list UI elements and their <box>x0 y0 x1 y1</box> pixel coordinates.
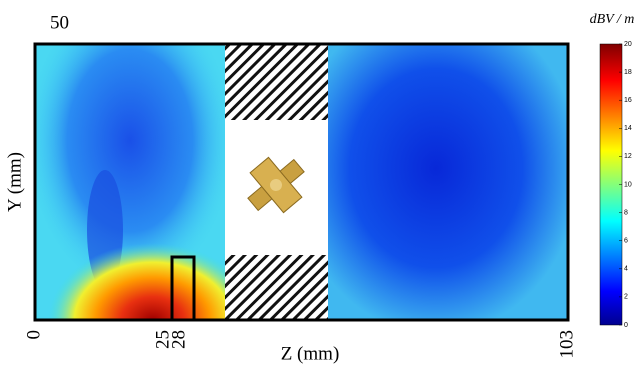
field-right <box>328 44 568 320</box>
x-tick-label: 103 <box>556 330 577 359</box>
connector-icon <box>247 156 305 214</box>
plot-frame <box>33 42 570 322</box>
colorbar <box>599 43 623 326</box>
x-tick-label: 28 <box>168 330 189 349</box>
x-tick-label: 25 <box>153 330 174 349</box>
colorbar-tick-label: 16 <box>624 97 632 104</box>
colorbar-tick-label: 18 <box>624 69 632 76</box>
colorbar-tick-label: 4 <box>624 266 628 273</box>
colorbar-tick-label: 10 <box>624 181 632 188</box>
x-axis-label: Z (mm) <box>281 343 340 364</box>
colorbar-tick-label: 8 <box>624 209 628 216</box>
colorbar-label: dBV / m <box>590 12 635 27</box>
field-left-hot <box>35 180 225 320</box>
colorbar-tick-label: 6 <box>624 238 628 245</box>
y-axis-label: Y (mm) <box>4 152 25 212</box>
colorbar-tick-label: 2 <box>624 294 628 301</box>
colorbar-tick-label: 20 <box>624 41 632 48</box>
colorbar-tick-label: 14 <box>624 125 632 132</box>
x-tick-label: 0 <box>23 330 44 340</box>
colorbar-tick-label: 12 <box>624 153 632 160</box>
y-tick-label: 50 <box>50 12 69 33</box>
colorbar-tick-label: 0 <box>624 322 628 329</box>
field <box>33 42 570 322</box>
